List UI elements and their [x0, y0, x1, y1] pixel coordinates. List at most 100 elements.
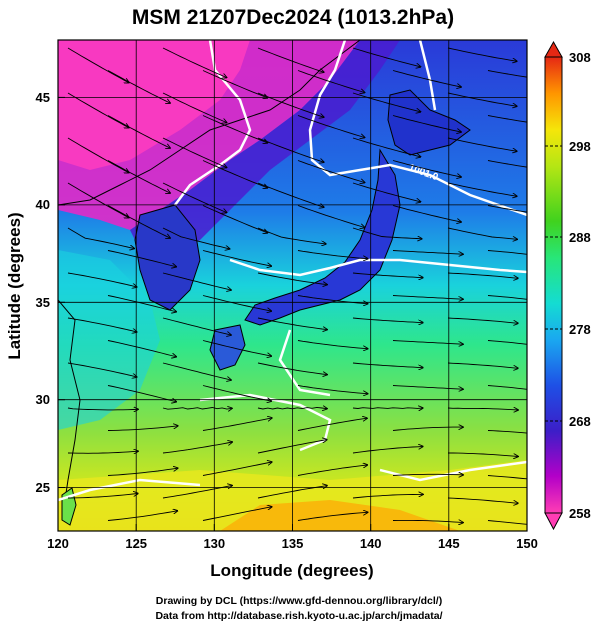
wind-streamline	[297, 512, 368, 521]
wind-streamline	[107, 250, 176, 267]
wind-streamline	[352, 317, 423, 323]
wind-streamline	[107, 340, 176, 357]
wind-streamline	[67, 182, 129, 218]
wind-streamline	[297, 160, 365, 183]
wind-streamline	[392, 340, 463, 345]
colorbar-tick-label: 278	[569, 322, 591, 337]
wind-streamline	[392, 250, 463, 255]
wind-streamline	[447, 47, 517, 61]
wind-streamline	[107, 295, 176, 312]
isobars	[58, 40, 527, 502]
wind-streamline	[447, 408, 518, 410]
wind-streamline	[257, 137, 324, 162]
wind-streamline	[352, 408, 423, 409]
wind-streamline	[297, 418, 367, 431]
wind-streamline	[107, 385, 176, 402]
wind-streamline	[107, 426, 178, 431]
wind-streamline	[447, 497, 518, 503]
wind-streamline	[162, 408, 232, 410]
colorbar: 308 298 288 278 268 258	[544, 40, 591, 531]
wind-streamline	[352, 137, 420, 157]
wind-streamline	[67, 362, 137, 377]
wind-streamline	[107, 205, 170, 239]
y-axis-label: Latitude (degrees)	[5, 212, 24, 359]
lat-tick-label: 35	[36, 295, 50, 310]
warm-sea-core	[220, 500, 460, 531]
lat-tick-label: 30	[36, 392, 50, 407]
wind-streamline	[202, 205, 267, 233]
wind-streamline	[392, 295, 463, 300]
lat-tick-labels: 25 30 35 40 45	[36, 90, 50, 495]
wind-streamline	[447, 272, 518, 278]
wind-streamline	[392, 474, 463, 475]
lat-tick-label: 45	[36, 90, 50, 105]
wind-streamline	[67, 317, 137, 332]
wind-streamline	[67, 137, 129, 173]
wind-streamline	[107, 468, 178, 476]
colorbar-tick-label: 298	[569, 139, 591, 154]
wind-streamline	[487, 475, 527, 480]
wind-streamline	[297, 295, 368, 304]
wind-streamline	[67, 227, 134, 249]
wind-streamline	[447, 182, 517, 196]
wind-streamline	[487, 340, 527, 345]
wind-streamline	[352, 47, 420, 67]
wind-streamline	[487, 295, 527, 300]
lon-tick-label: 130	[203, 536, 225, 551]
wind-streamline	[448, 452, 518, 457]
wind-streamline	[352, 447, 423, 454]
wind-streamline	[352, 227, 422, 239]
wind-streamline	[392, 115, 461, 133]
map-panel: 1001.0	[58, 40, 527, 531]
lon-tick-label: 140	[360, 536, 382, 551]
korea-peninsula	[134, 204, 201, 311]
wind-streamline	[162, 272, 231, 290]
wind-streamline	[447, 92, 517, 106]
lon-tick-label: 145	[438, 536, 460, 551]
colorbar-tick-label: 258	[569, 506, 591, 521]
wind-streamline	[297, 340, 368, 349]
lat-tick-label: 40	[36, 197, 50, 212]
wind-streamline	[297, 70, 365, 93]
wind-streamline	[162, 227, 230, 249]
lat-tick-label: 25	[36, 480, 50, 495]
lon-tick-label: 150	[516, 536, 538, 551]
graticule	[58, 40, 527, 531]
wind-streamline	[162, 442, 232, 454]
colorbar-tick-label: 268	[569, 414, 591, 429]
wind-streamline	[107, 115, 170, 149]
wind-streamline	[67, 494, 138, 499]
wind-streamline	[392, 160, 461, 178]
wind-streamline	[392, 427, 463, 431]
wind-streamline	[162, 47, 227, 78]
japan-honshu	[244, 148, 401, 326]
wind-streamline	[352, 362, 423, 368]
wind-streamlines	[67, 47, 527, 527]
wind-streamline	[447, 362, 518, 368]
wind-streamline	[487, 385, 527, 390]
colorbar-tick-label: 288	[569, 230, 591, 245]
wind-streamline	[352, 92, 420, 112]
wind-streamline	[202, 70, 267, 98]
wind-streamline	[202, 115, 267, 143]
colorbar-tick-label: 308	[569, 50, 591, 65]
colorbar-max-arrow	[544, 40, 563, 58]
wind-streamline	[162, 317, 231, 335]
wind-streamline	[67, 408, 138, 410]
wind-streamline	[487, 160, 527, 168]
wind-streamline	[162, 137, 227, 168]
lon-tick-labels: 120 125 130 135 140 145 150	[47, 536, 538, 551]
wind-streamline	[107, 70, 170, 104]
wind-streamline	[107, 511, 177, 521]
wind-streamline	[352, 182, 420, 202]
wind-streamline	[392, 70, 461, 88]
wind-streamline	[487, 70, 527, 78]
wind-streamline	[67, 272, 137, 287]
wind-streamline	[487, 205, 527, 213]
wind-streamline	[162, 362, 231, 380]
wind-streamline	[352, 272, 423, 278]
wind-streamline	[487, 250, 527, 255]
japan-kyushu	[209, 324, 246, 371]
wind-streamline	[487, 430, 527, 434]
colorbar-min-arrow	[544, 512, 563, 531]
